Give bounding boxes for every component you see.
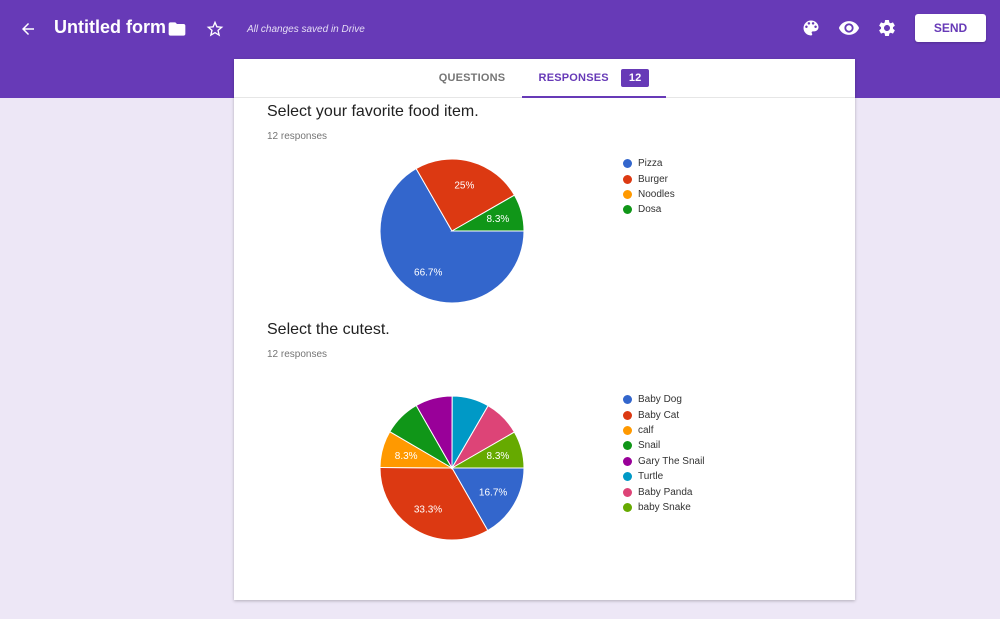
star-button[interactable] <box>202 15 228 43</box>
legend-label: Dosa <box>638 204 662 216</box>
responses-card: QUESTIONS RESPONSES 12 Select your favor… <box>234 59 855 600</box>
star-outline-icon <box>206 20 224 37</box>
tab-questions[interactable]: QUESTIONS <box>438 72 506 84</box>
legend-color-swatch <box>623 472 632 482</box>
response-count: 12 responses <box>267 349 328 360</box>
preview-button[interactable] <box>836 15 862 41</box>
pie-slice-dosa[interactable] <box>450 194 525 232</box>
legend-item: Baby Dog <box>623 392 705 407</box>
form-title[interactable]: Untitled form <box>54 17 166 37</box>
eye-icon <box>838 21 860 35</box>
legend-color-swatch <box>623 487 632 497</box>
tab-bar: QUESTIONS RESPONSES 12 <box>234 59 855 98</box>
folder-icon <box>168 22 186 36</box>
question-title: Select the cutest. <box>267 321 390 338</box>
pie-slice-pizza[interactable] <box>379 167 525 304</box>
legend-color-swatch <box>623 159 632 169</box>
legend-item: Dosa <box>623 202 675 217</box>
chart-legend: Baby Dog Baby Cat calf Snail Gary The Snail T… <box>623 392 705 515</box>
pie-chart: 66.7% 25% 8.3% <box>379 158 525 304</box>
customize-theme-button[interactable] <box>798 15 824 41</box>
palette-icon <box>803 20 819 36</box>
legend-label: Pizza <box>638 158 663 170</box>
pie-slice-baby-cat[interactable] <box>379 467 489 541</box>
pie-slice-baby-dog[interactable] <box>451 467 525 532</box>
legend-color-swatch <box>623 205 632 215</box>
legend-label: Snail <box>638 440 661 452</box>
pie-slice-label: 66.7% <box>414 268 442 279</box>
tab-responses-label: RESPONSES <box>538 71 609 84</box>
pie-slice-label: 16.7% <box>479 487 507 498</box>
legend-label: Baby Panda <box>638 486 693 498</box>
pie-slice-label: 8.3% <box>487 214 510 225</box>
legend-item: Burger <box>623 171 675 186</box>
legend-color-swatch <box>623 502 632 512</box>
arrow-back-icon <box>22 23 34 35</box>
saved-status: All changes saved in Drive <box>247 24 365 35</box>
legend-item: calf <box>623 423 705 438</box>
legend-color-swatch <box>623 395 632 405</box>
legend-color-swatch <box>623 441 632 451</box>
chart-legend: Pizza Burger Noodles Dosa <box>623 156 675 218</box>
legend-color-swatch <box>623 410 632 420</box>
legend-item: Turtle <box>623 469 705 484</box>
legend-item: Gary The Snail <box>623 454 705 469</box>
legend-label: Baby Cat <box>638 409 680 421</box>
legend-label: baby Snake <box>638 501 691 513</box>
pie-slice-label: 8.3% <box>395 451 418 462</box>
tab-responses[interactable]: RESPONSES 12 <box>522 59 666 98</box>
legend-label: Baby Dog <box>638 394 682 406</box>
legend-label: Gary The Snail <box>638 455 705 467</box>
legend-item: Baby Cat <box>623 407 705 422</box>
legend-color-swatch <box>623 456 632 466</box>
pie-slice-baby-snake[interactable] <box>450 431 525 469</box>
legend-color-swatch <box>623 425 632 435</box>
response-count: 12 responses <box>267 131 328 142</box>
responses-count-badge: 12 <box>620 68 650 87</box>
legend-label: Noodles <box>638 188 675 200</box>
legend-label: Burger <box>638 173 669 185</box>
legend-color-swatch <box>623 189 632 199</box>
back-button[interactable] <box>14 15 42 43</box>
pie-slice-label: 33.3% <box>414 505 442 516</box>
gear-icon <box>879 19 895 36</box>
legend-item: Baby Panda <box>623 484 705 499</box>
move-to-folder-button[interactable] <box>164 15 190 43</box>
pie-slice-burger[interactable] <box>415 158 516 232</box>
legend-item: Noodles <box>623 187 675 202</box>
send-button[interactable]: SEND <box>915 14 986 42</box>
legend-color-swatch <box>623 174 632 184</box>
legend-item: Pizza <box>623 156 675 171</box>
question-title: Select your favorite food item. <box>267 103 479 120</box>
legend-label: calf <box>638 424 654 436</box>
pie-slice-label: 25% <box>454 181 474 192</box>
pie-chart: 16.7% 33.3% 8.3% 8.3% <box>379 395 525 541</box>
legend-item: Snail <box>623 438 705 453</box>
legend-label: Turtle <box>638 471 664 483</box>
settings-button[interactable] <box>874 15 900 41</box>
pie-slice-label: 8.3% <box>487 451 510 462</box>
legend-item: baby Snake <box>623 500 705 515</box>
